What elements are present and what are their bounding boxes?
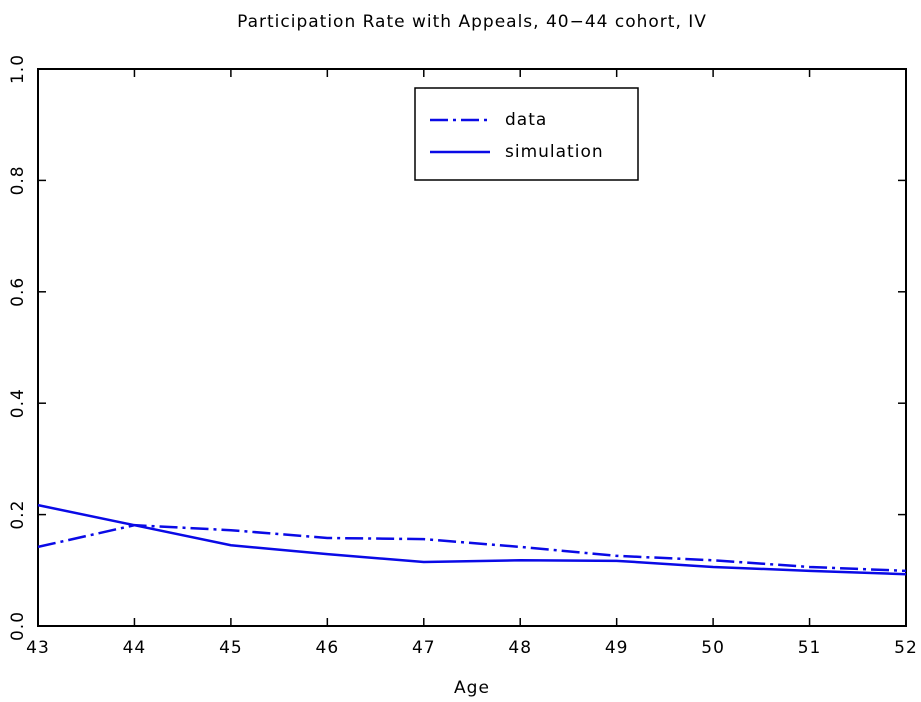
x-tick-label: 51 — [798, 638, 822, 658]
series-line — [37, 503, 907, 576]
plot-frame — [37, 68, 907, 627]
x-tick-label: 46 — [316, 638, 340, 658]
legend-label: data — [505, 110, 547, 130]
legend-box — [414, 87, 639, 181]
x-axis-label: Age — [454, 678, 490, 698]
y-tick-label: 0.8 — [8, 165, 28, 195]
y-tick-label: 1.0 — [8, 54, 28, 84]
chart-title: Participation Rate with Appeals, 40−44 c… — [237, 12, 707, 32]
y-tick-label: 0.6 — [8, 277, 28, 307]
y-tick-label: 0.4 — [8, 388, 28, 418]
series-line — [37, 523, 907, 573]
x-tick-label: 49 — [605, 638, 629, 658]
x-tick-label: 47 — [412, 638, 436, 658]
x-tick-label: 50 — [701, 638, 725, 658]
x-tick-label: 45 — [219, 638, 243, 658]
x-tick-label: 43 — [26, 638, 50, 658]
legend-label: simulation — [505, 142, 604, 162]
y-tick-label: 0.2 — [8, 500, 28, 530]
x-tick-label: 44 — [123, 638, 147, 658]
x-tick-label: 48 — [508, 638, 532, 658]
x-tick-label: 52 — [894, 638, 918, 658]
y-tick-label: 0.0 — [8, 611, 28, 641]
